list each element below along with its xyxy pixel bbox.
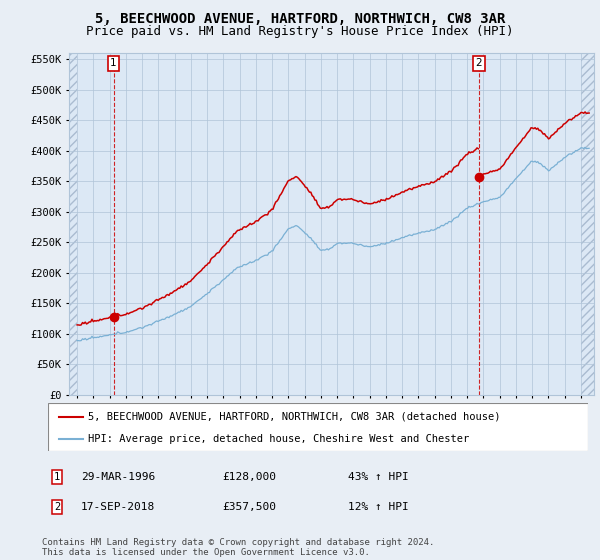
Text: Price paid vs. HM Land Registry's House Price Index (HPI): Price paid vs. HM Land Registry's House … (86, 25, 514, 38)
Text: 17-SEP-2018: 17-SEP-2018 (81, 502, 155, 512)
Text: 1: 1 (54, 472, 60, 482)
Text: Contains HM Land Registry data © Crown copyright and database right 2024.
This d: Contains HM Land Registry data © Crown c… (42, 538, 434, 557)
Text: 43% ↑ HPI: 43% ↑ HPI (348, 472, 409, 482)
Text: 2: 2 (54, 502, 60, 512)
Text: 5, BEECHWOOD AVENUE, HARTFORD, NORTHWICH, CW8 3AR: 5, BEECHWOOD AVENUE, HARTFORD, NORTHWICH… (95, 12, 505, 26)
Text: 5, BEECHWOOD AVENUE, HARTFORD, NORTHWICH, CW8 3AR (detached house): 5, BEECHWOOD AVENUE, HARTFORD, NORTHWICH… (89, 412, 501, 422)
Text: £128,000: £128,000 (222, 472, 276, 482)
Bar (69, 53, 77, 395)
Bar (581, 53, 594, 395)
Text: 1: 1 (110, 58, 117, 68)
Text: HPI: Average price, detached house, Cheshire West and Chester: HPI: Average price, detached house, Ches… (89, 434, 470, 444)
Text: £357,500: £357,500 (222, 502, 276, 512)
Text: 12% ↑ HPI: 12% ↑ HPI (348, 502, 409, 512)
FancyBboxPatch shape (48, 403, 588, 451)
Text: 29-MAR-1996: 29-MAR-1996 (81, 472, 155, 482)
Text: 2: 2 (476, 58, 482, 68)
